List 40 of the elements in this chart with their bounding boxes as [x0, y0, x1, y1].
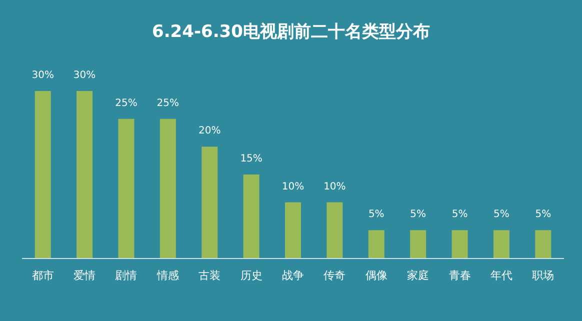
bar: [535, 230, 552, 258]
bar: [493, 230, 510, 258]
data-label: 10%: [324, 181, 346, 192]
x-tick-label: 职场: [532, 269, 554, 282]
bar: [285, 202, 301, 258]
data-label: 5%: [494, 209, 510, 220]
x-tick-label: 历史: [240, 269, 262, 282]
data-label: 5%: [452, 209, 468, 220]
bar: [34, 91, 51, 258]
data-label: 5%: [368, 209, 384, 220]
x-tick-label: 战争: [282, 269, 304, 282]
bar: [452, 230, 468, 258]
x-tick-label: 剧情: [115, 269, 138, 282]
chart-title: 6.24-6.30电视剧前二十名类型分布: [152, 22, 430, 42]
x-tick-label: 情感: [156, 269, 179, 282]
bar: [202, 146, 218, 258]
data-label: 30%: [73, 70, 96, 81]
bar: [326, 202, 343, 258]
bar: [410, 230, 426, 258]
data-label: 20%: [198, 126, 221, 137]
bar: [160, 118, 176, 258]
bar: [243, 174, 260, 258]
x-tick-label: 青春: [448, 269, 471, 282]
data-label: 5%: [410, 209, 426, 220]
data-label: 5%: [535, 209, 552, 220]
x-tick-label: 都市: [32, 269, 54, 282]
x-tick-label: 古装: [198, 269, 221, 282]
x-tick-label: 爱情: [74, 269, 96, 282]
data-label: 25%: [156, 98, 180, 109]
x-tick-label: 家庭: [407, 269, 430, 282]
bar: [368, 230, 384, 258]
bar: [118, 118, 134, 258]
x-tick-label: 偶像: [365, 269, 388, 282]
data-label: 10%: [282, 181, 304, 192]
data-label: 15%: [240, 154, 262, 164]
x-tick-label: 年代: [490, 269, 512, 282]
data-label: 30%: [32, 70, 54, 81]
data-label: 25%: [115, 98, 138, 109]
x-tick-label: 传奇: [324, 269, 346, 282]
bar: [76, 91, 93, 258]
